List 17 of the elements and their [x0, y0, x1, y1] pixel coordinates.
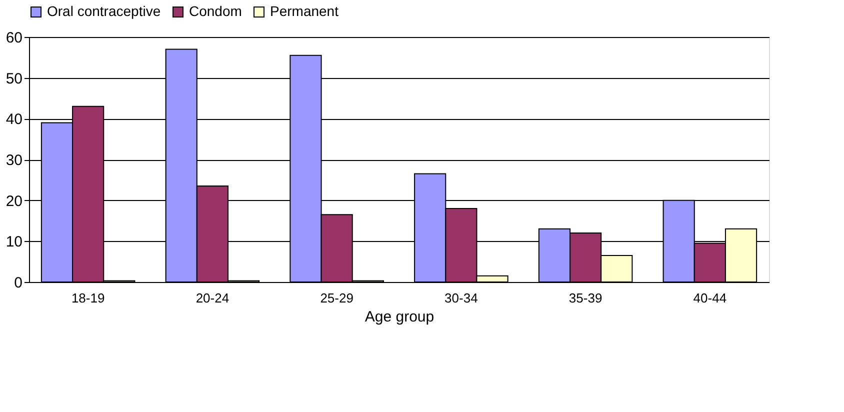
- y-tick-label: 50: [6, 70, 22, 88]
- x-tick-label: 40-44: [693, 290, 727, 306]
- x-tick-label: 18-19: [71, 290, 105, 306]
- x-tick-label: 25-29: [320, 290, 354, 306]
- y-tick-label: 60: [6, 30, 22, 46]
- legend-label: Permanent: [270, 3, 339, 19]
- y-tick-label: 10: [6, 234, 22, 251]
- x-tick-label: 20-24: [196, 290, 230, 306]
- y-tick-label: 0: [14, 274, 22, 292]
- y-tick-label: 30: [6, 152, 22, 169]
- x-axis-title: Age group: [364, 308, 434, 326]
- x-tick-label: 35-39: [568, 290, 602, 306]
- y-tick-label: 40: [6, 111, 22, 128]
- legend-label: Condom: [189, 3, 242, 19]
- legend-label: Oral contraceptive: [47, 3, 161, 19]
- y-tick-label: 20: [6, 192, 22, 210]
- x-tick-label: 30-34: [444, 290, 478, 306]
